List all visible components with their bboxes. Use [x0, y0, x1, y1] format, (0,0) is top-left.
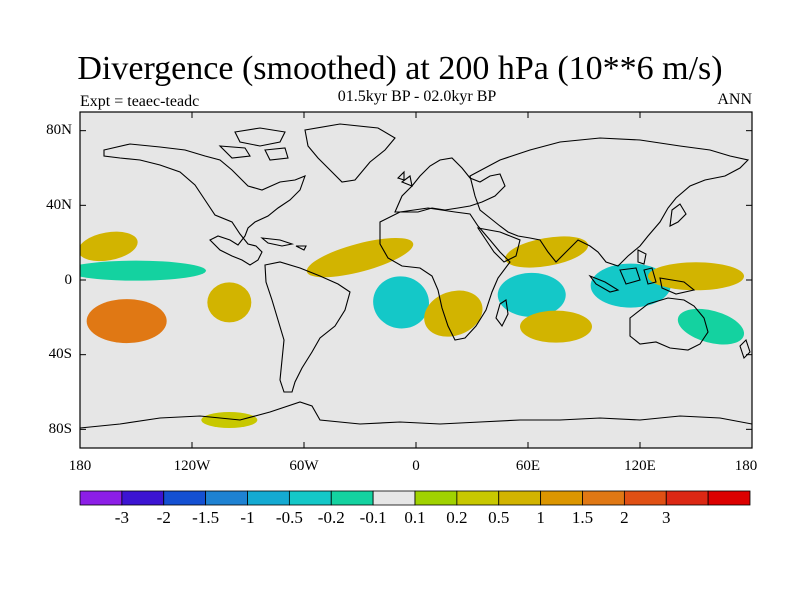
lon-label-180w: 180 — [68, 458, 92, 474]
experiment-label: Expt = teaec-teadc — [80, 93, 200, 110]
colorbar-box — [582, 490, 625, 506]
lat-label-40n: 40N — [46, 197, 72, 213]
coastline-australia — [629, 297, 709, 351]
coastline-madagascar — [495, 299, 509, 328]
lon-label-60w: 60W — [289, 458, 319, 474]
colorbar-box — [205, 490, 248, 506]
axis-ticks — [79, 112, 753, 448]
colorbar-label: -1 — [240, 508, 255, 527]
lon-label-0: 0 — [412, 458, 420, 474]
field-north-pacific-positive — [80, 231, 138, 262]
colorbar-label: 2 — [620, 508, 629, 527]
field-atlantic-positive — [306, 237, 414, 278]
lat-label-0: 0 — [64, 272, 73, 288]
colorbar-label: 3 — [662, 508, 671, 527]
field-africa-positive — [424, 290, 483, 337]
field-southern-ocean-positive — [201, 412, 258, 428]
coastline-europe — [394, 157, 506, 213]
colorbar-label: 0.2 — [446, 508, 468, 527]
colorbar-label: 0.1 — [404, 508, 426, 527]
colorbar-box — [79, 490, 123, 506]
colorbar-label: -0.5 — [275, 508, 303, 527]
coastline-new-zealand — [739, 338, 751, 360]
colorbar-box — [498, 490, 542, 506]
colorbar-label: -1.5 — [192, 508, 220, 527]
lat-label-80s: 80S — [48, 421, 72, 437]
colorbar-box — [456, 490, 500, 506]
colorbar-label: 1.5 — [571, 508, 594, 527]
field-pacific-negative-band — [80, 260, 206, 281]
coastlines — [80, 123, 752, 429]
lat-label-40s: 40S — [48, 346, 72, 362]
colorbar-label: -2 — [156, 508, 171, 527]
field-india-positive — [505, 236, 589, 268]
lon-label-180e: 180 — [734, 458, 758, 474]
coastline-arctic-islands — [218, 127, 289, 161]
coastline-asia — [469, 137, 750, 267]
colorbar-label: -3 — [114, 508, 129, 527]
colorbar-box — [665, 490, 709, 506]
colorbar-label: -0.2 — [317, 508, 345, 527]
divergence-fields — [80, 231, 745, 428]
coastline-caribbean — [260, 237, 307, 251]
plot-subtitle: 01.5kyr BP - 02.0kyr BP — [337, 88, 497, 105]
colorbar-box — [330, 490, 374, 506]
lon-label-60e: 60E — [515, 458, 541, 474]
coastline-maritime-continent — [588, 249, 696, 295]
field-east-pacific-positive — [207, 282, 252, 323]
coastline-north-america — [103, 143, 306, 266]
lon-label-120w: 120W — [173, 458, 211, 474]
colorbar-label: 1 — [536, 508, 545, 527]
coastline-arabia — [476, 227, 521, 263]
colorbar-box — [121, 490, 165, 506]
plot-title: Divergence (smoothed) at 200 hPa (10**6 … — [77, 50, 723, 87]
colorbar-box — [247, 490, 290, 506]
field-south-pacific-negative — [677, 308, 745, 345]
colorbar-box — [288, 490, 332, 506]
colorbar-box — [540, 490, 583, 506]
lon-label-120e: 120E — [624, 458, 656, 474]
field-south-atlantic-negative — [373, 276, 430, 329]
field-west-pacific-positive — [648, 262, 744, 291]
coastline-greenland — [304, 123, 396, 183]
season-label: ANN — [717, 91, 752, 108]
coastline-japan — [669, 203, 687, 227]
lat-label-80n: 80N — [46, 122, 72, 138]
colorbar-box — [163, 490, 207, 506]
colorbar-box — [623, 490, 667, 506]
coastline-south-america — [264, 261, 351, 393]
coastline-antarctica — [80, 401, 752, 429]
colorbar-box — [414, 490, 458, 506]
colorbar-boxes — [79, 490, 751, 506]
field-central-pacific-positive — [86, 299, 167, 344]
coastline-africa — [379, 207, 511, 341]
colorbar-box — [372, 490, 416, 506]
field-indian-ocean-positive — [520, 310, 592, 343]
colorbar-label: -0.1 — [359, 508, 387, 527]
field-indian-ocean-negative — [497, 272, 566, 317]
colorbar-box — [707, 490, 751, 506]
colorbar-label: 0.5 — [488, 508, 510, 527]
